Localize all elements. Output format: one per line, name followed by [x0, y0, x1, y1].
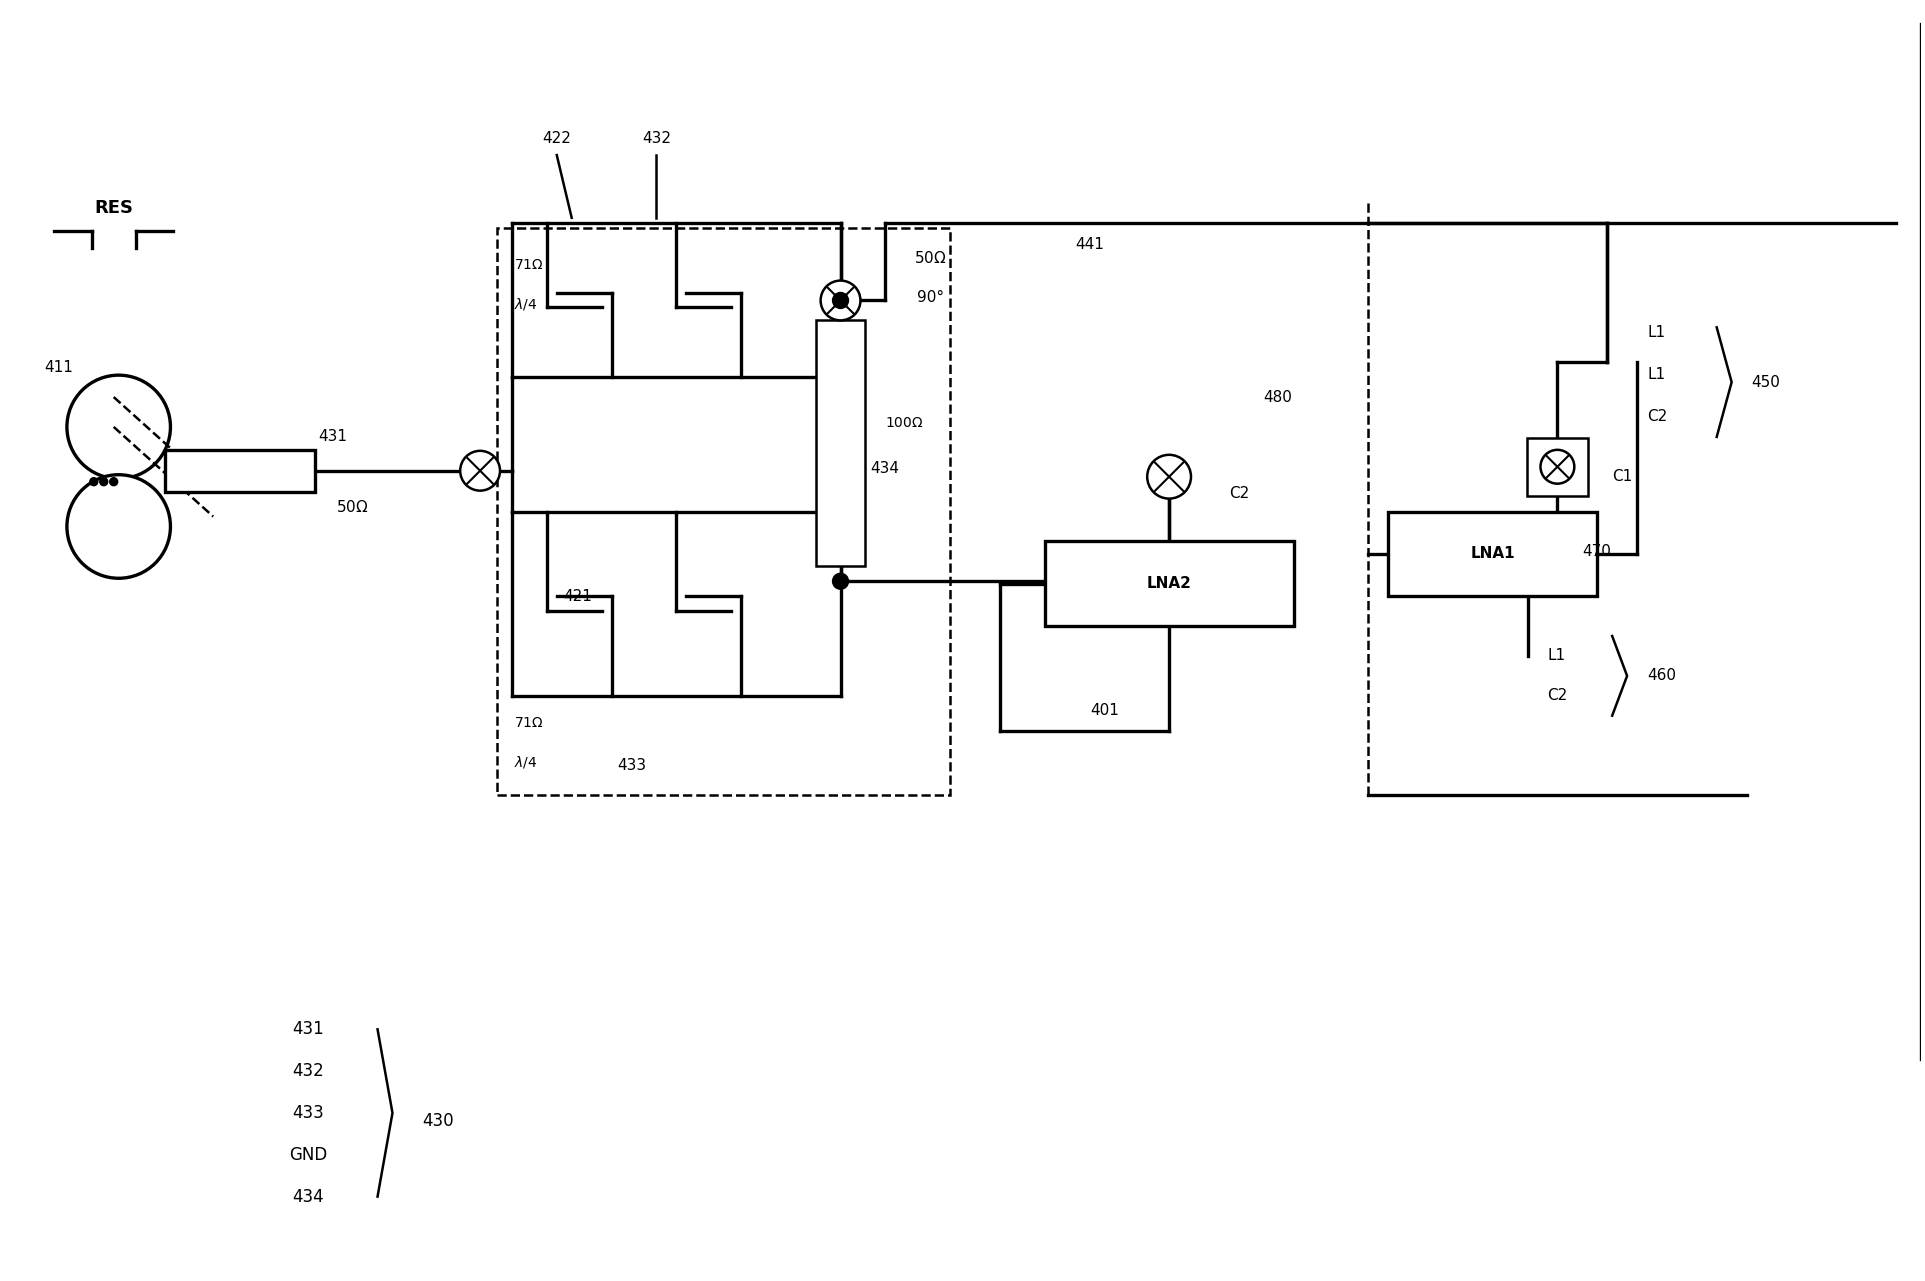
Circle shape	[90, 478, 98, 485]
Circle shape	[834, 574, 849, 589]
Text: L1: L1	[1648, 325, 1665, 339]
Text: 421: 421	[564, 589, 593, 603]
Text: 434: 434	[870, 461, 899, 475]
Text: L1: L1	[1648, 366, 1665, 382]
Text: L1: L1	[1548, 648, 1565, 664]
Text: 401: 401	[1090, 703, 1118, 719]
Text: 450: 450	[1752, 374, 1781, 389]
Text: 460: 460	[1648, 669, 1677, 683]
Text: $\lambda$/4: $\lambda$/4	[514, 755, 537, 770]
Text: C2: C2	[1648, 410, 1667, 424]
Text: 71$\Omega$: 71$\Omega$	[514, 257, 543, 272]
Text: GND: GND	[289, 1145, 327, 1163]
Circle shape	[67, 375, 171, 479]
Bar	[816, 320, 866, 566]
Text: C2: C2	[1228, 487, 1249, 501]
Text: 431: 431	[318, 429, 346, 445]
Circle shape	[110, 478, 117, 485]
Text: L2: L2	[1051, 596, 1068, 611]
Text: 411: 411	[44, 360, 73, 374]
Circle shape	[67, 475, 171, 578]
Circle shape	[1147, 455, 1192, 498]
Text: 430: 430	[422, 1112, 454, 1130]
Circle shape	[834, 292, 849, 309]
Text: LNA1: LNA1	[1471, 547, 1515, 561]
Circle shape	[820, 281, 860, 320]
Text: C1: C1	[1611, 469, 1632, 484]
Text: 50$\Omega$: 50$\Omega$	[914, 250, 947, 265]
Bar	[1388, 511, 1598, 596]
Circle shape	[460, 451, 500, 491]
Text: 434: 434	[293, 1187, 323, 1205]
Text: 431: 431	[293, 1020, 323, 1039]
Text: 432: 432	[293, 1062, 323, 1080]
Text: 433: 433	[293, 1104, 323, 1122]
Text: 480: 480	[1263, 389, 1292, 405]
Text: C2: C2	[1548, 688, 1567, 703]
Text: 441: 441	[1074, 237, 1103, 252]
Text: $\lambda$/4: $\lambda$/4	[514, 296, 537, 313]
Text: LNA2: LNA2	[1147, 576, 1192, 592]
Circle shape	[100, 478, 108, 485]
Bar	[166, 450, 316, 492]
Bar	[1045, 542, 1294, 626]
Text: 433: 433	[616, 758, 647, 772]
Text: 100$\Omega$: 100$\Omega$	[886, 416, 924, 430]
Bar	[1527, 438, 1588, 496]
Text: 422: 422	[543, 131, 572, 146]
Text: 432: 432	[641, 131, 670, 146]
Bar	[497, 228, 951, 796]
Text: 71$\Omega$: 71$\Omega$	[514, 716, 543, 730]
Text: 90°: 90°	[916, 290, 943, 305]
Text: 470: 470	[1582, 544, 1611, 559]
Circle shape	[1540, 450, 1575, 484]
Text: 50$\Omega$: 50$\Omega$	[337, 498, 370, 515]
Text: RES: RES	[94, 199, 133, 216]
